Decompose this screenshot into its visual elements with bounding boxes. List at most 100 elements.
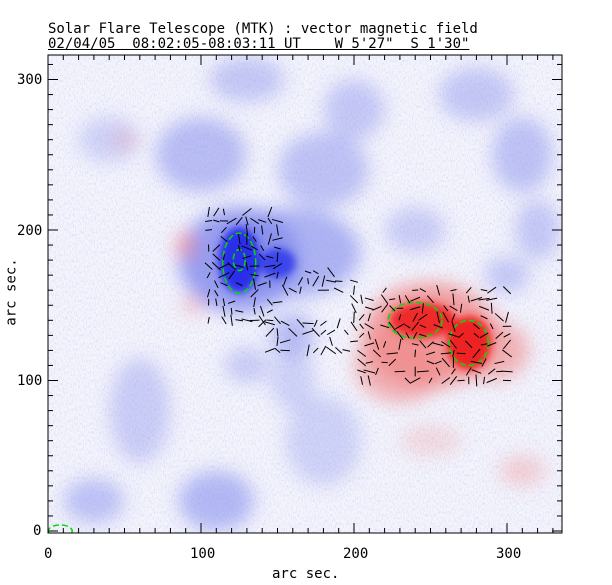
field-vector xyxy=(505,311,509,323)
field-vector xyxy=(235,319,244,322)
field-vector xyxy=(326,329,336,336)
field-vector xyxy=(312,275,320,287)
field-vector xyxy=(283,276,288,286)
y-tick-200: 200 xyxy=(17,223,43,239)
field-vector xyxy=(441,341,451,348)
field-vector xyxy=(251,245,258,251)
field-vector xyxy=(494,360,505,365)
field-vector xyxy=(457,379,465,382)
negative-field-region xyxy=(79,117,140,163)
field-vector xyxy=(235,264,244,268)
contour-line xyxy=(222,232,257,294)
field-vector xyxy=(360,294,363,304)
field-vector xyxy=(456,352,466,355)
negative-field-region xyxy=(385,207,446,253)
chart-title: Solar Flare Telescope (MTK) : vector mag… xyxy=(48,21,478,37)
field-vector xyxy=(242,255,252,259)
field-vector xyxy=(411,343,419,346)
field-vector xyxy=(276,336,279,347)
field-vector xyxy=(480,315,488,320)
negative-field-region xyxy=(225,207,361,298)
positive-field-region xyxy=(112,130,137,149)
field-vector xyxy=(327,267,335,278)
negative-field-region xyxy=(438,67,514,122)
field-vector xyxy=(265,327,275,337)
field-vector xyxy=(495,331,504,339)
magnetogram-image xyxy=(48,55,562,533)
field-vector xyxy=(264,348,275,353)
field-vector xyxy=(281,284,289,296)
field-vector xyxy=(228,270,235,280)
positive-field-region xyxy=(181,296,206,315)
field-vector xyxy=(302,329,314,335)
field-vector xyxy=(470,297,483,302)
field-vector xyxy=(207,316,210,324)
field-vector xyxy=(351,303,357,314)
field-vector xyxy=(394,370,406,373)
field-vector xyxy=(494,313,504,322)
field-vector xyxy=(441,357,450,368)
field-vector xyxy=(220,236,228,243)
field-vector xyxy=(349,279,359,283)
field-vector xyxy=(419,340,427,349)
field-vector xyxy=(221,226,227,234)
field-vector xyxy=(207,206,210,217)
field-vector xyxy=(326,346,337,355)
field-vector xyxy=(441,377,451,384)
field-vector xyxy=(213,207,220,217)
field-vector xyxy=(227,262,237,271)
field-vector xyxy=(296,318,305,328)
field-vector xyxy=(342,349,351,352)
field-vector xyxy=(321,275,326,287)
field-vector xyxy=(311,327,320,337)
field-vector xyxy=(242,207,252,216)
sunspot-core xyxy=(259,248,296,279)
field-vector xyxy=(381,303,389,313)
field-vector xyxy=(313,319,318,327)
field-vector xyxy=(220,282,228,287)
field-vector xyxy=(365,361,374,364)
field-vector xyxy=(380,294,389,305)
field-vector xyxy=(245,224,249,236)
field-vector xyxy=(280,320,290,327)
field-vector xyxy=(288,287,297,293)
field-vector xyxy=(237,233,241,245)
field-vector xyxy=(452,293,455,306)
negative-field-region xyxy=(278,132,369,208)
contour-line xyxy=(448,319,489,367)
field-vector xyxy=(426,360,435,365)
field-vector xyxy=(364,342,375,347)
field-vector xyxy=(503,333,511,338)
field-vector xyxy=(357,349,367,357)
field-vector xyxy=(380,324,390,329)
field-vector xyxy=(359,323,364,329)
field-vector xyxy=(465,367,472,376)
field-vector xyxy=(449,340,457,349)
field-vector xyxy=(230,307,233,315)
field-vector xyxy=(267,206,273,218)
field-vector xyxy=(264,264,276,268)
field-vector xyxy=(374,338,380,350)
field-vector xyxy=(306,344,310,357)
field-vector xyxy=(335,347,343,354)
field-vector xyxy=(276,252,279,262)
field-vector xyxy=(344,329,349,336)
plot-frame xyxy=(47,54,563,534)
field-vector xyxy=(502,339,512,350)
field-vector xyxy=(276,328,279,337)
field-vector xyxy=(478,297,490,301)
field-vector xyxy=(389,298,396,301)
field-vector xyxy=(413,331,418,339)
field-vector xyxy=(222,298,226,307)
field-vector xyxy=(205,229,213,231)
field-vector xyxy=(395,323,405,330)
field-vector xyxy=(419,324,427,329)
field-vector xyxy=(214,280,219,289)
field-vector xyxy=(266,319,274,322)
field-vector xyxy=(264,272,276,278)
contour-line xyxy=(387,301,443,340)
negative-field-region xyxy=(178,470,254,531)
field-vector xyxy=(428,377,433,384)
field-vector xyxy=(421,303,424,314)
field-vector xyxy=(271,218,284,223)
